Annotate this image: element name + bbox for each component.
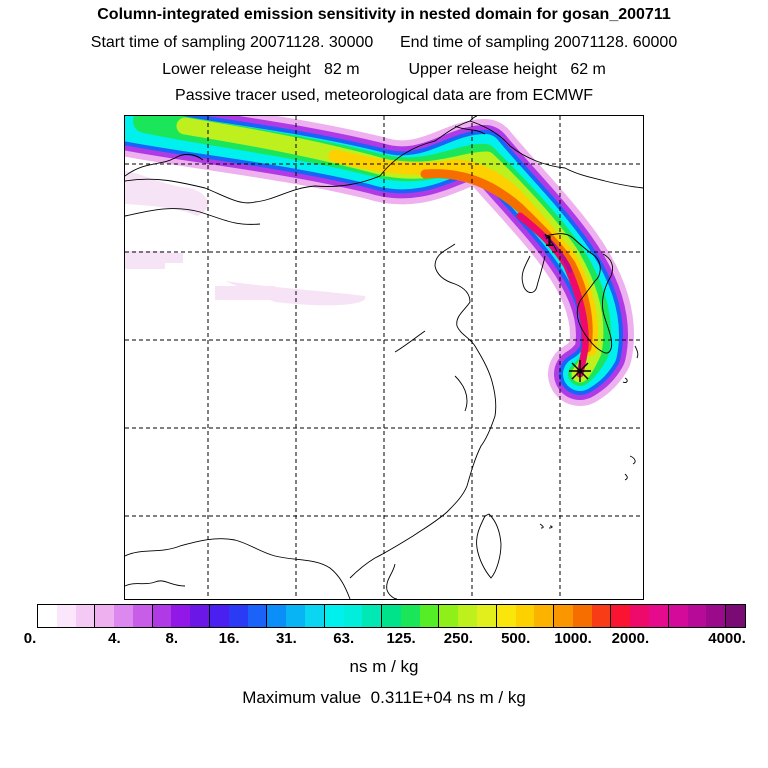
colorbar-segment: [286, 605, 305, 627]
colorbar-segment: [75, 605, 96, 627]
colorbar-segment: [362, 605, 383, 627]
colorbar-segment: [458, 605, 477, 627]
colorbar-segment: [611, 605, 631, 627]
colorbar: [37, 604, 746, 628]
colorbar-segment: [591, 605, 612, 627]
colorbar-segment: [687, 605, 707, 627]
colorbar-segment: [190, 605, 211, 627]
coastlines: [125, 116, 643, 599]
colorbar-segment: [726, 605, 745, 627]
colorbar-segment: [247, 605, 268, 627]
colorbar-segment: [152, 605, 172, 627]
colorbar-segment: [56, 605, 76, 627]
colorbar-units: ns m / kg: [349, 657, 419, 676]
colorbar-segment: [439, 605, 459, 627]
colorbar-tick-label: 8.: [165, 630, 179, 647]
colorbar-tick-label: 31.: [275, 630, 297, 647]
faint-sensitivity-patches: [125, 171, 366, 306]
colorbar-tick-label: 4000.: [708, 630, 746, 647]
colorbar-tick-label: 0.: [23, 630, 37, 647]
colorbar-segment: [554, 605, 573, 627]
release-site-marker: [569, 360, 591, 382]
colorbar-segment: [496, 605, 516, 627]
colorbar-segment: [38, 605, 57, 627]
colorbar-segment: [132, 605, 153, 627]
colorbar-segment: [476, 605, 497, 627]
sensitivity-plume: [125, 116, 634, 406]
colorbar-segment: [572, 605, 592, 627]
colorbar-segment: [267, 605, 287, 627]
colorbar-segment: [630, 605, 649, 627]
colorbar-segment: [649, 605, 669, 627]
colorbar-tick-label: 2000.: [611, 630, 650, 647]
colorbar-segment: [114, 605, 133, 627]
colorbar-tick-label: 16.: [218, 630, 240, 647]
colorbar-segment: [382, 605, 401, 627]
colorbar-segment: [400, 605, 420, 627]
maximum-value: Maximum value 0.311E+04 ns m / kg: [242, 688, 526, 707]
colorbar-segment: [419, 605, 440, 627]
tracer-info: Passive tracer used, meteorological data…: [175, 87, 593, 104]
colorbar-tick-label: 4.: [108, 630, 121, 647]
colorbar-segment: [95, 605, 115, 627]
colorbar-tick-label: 125.: [386, 630, 416, 647]
colorbar-segment: [515, 605, 535, 627]
sampling-times: Start time of sampling 20071128. 30000 E…: [90, 34, 678, 51]
colorbar-tick-label: 500.: [501, 630, 531, 647]
colorbar-segment: [304, 605, 325, 627]
colorbar-segment: [210, 605, 229, 627]
colorbar-tick-label: 63.: [333, 630, 355, 647]
release-heights: Lower release height 82 m Upper release …: [162, 61, 606, 78]
colorbar-segment: [343, 605, 363, 627]
colorbar-segment: [668, 605, 688, 627]
cluster-label: 1: [545, 233, 553, 250]
colorbar-tick-label: 250.: [443, 630, 473, 647]
colorbar-segment: [228, 605, 248, 627]
map-svg: 1: [125, 116, 643, 599]
colorbar-segment: [534, 605, 555, 627]
colorbar-ticks: 0. 4. 8. 16. 31. 63. 125. 250. 500. 1000. 2000. 400…: [0, 630, 768, 650]
colorbar-tick-label: 1000.: [554, 630, 592, 647]
lat-lon-grid: [125, 116, 643, 599]
colorbar-segment: [324, 605, 344, 627]
colorbar-segment: [706, 605, 727, 627]
map-panel: 1: [124, 115, 644, 600]
colorbar-segment: [171, 605, 191, 627]
plot-title: Column-integrated emission sensitivity i…: [97, 6, 671, 23]
